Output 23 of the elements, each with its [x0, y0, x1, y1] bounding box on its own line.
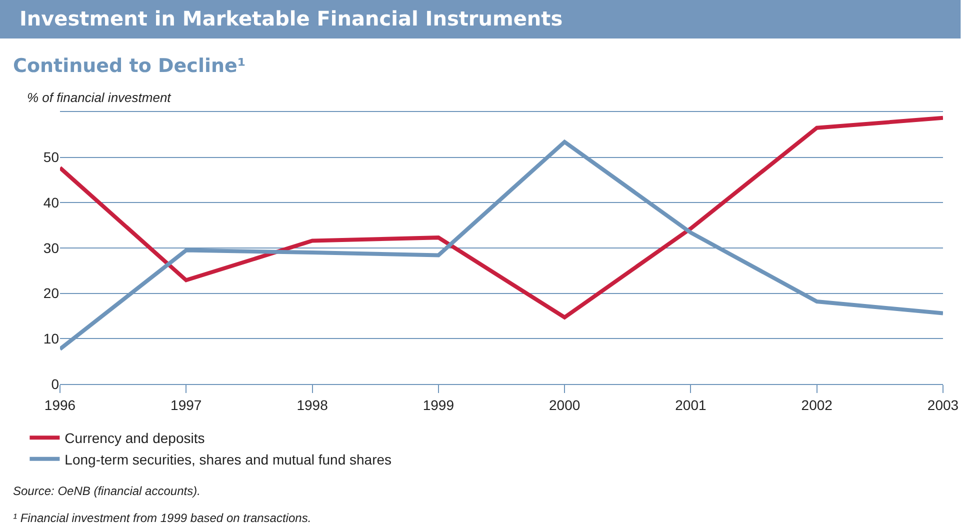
chart-title: Investment in Marketable Financial Instruments — [19, 6, 563, 31]
y-tick-label: 10 — [43, 330, 60, 347]
y-tick-label: 30 — [43, 240, 60, 256]
x-tick-label: 2003 — [927, 396, 959, 413]
y-tick-label: 40 — [43, 194, 60, 211]
legend-label: Currency and deposits — [64, 430, 205, 446]
x-tick-label: 1998 — [296, 396, 328, 413]
y-tick-label: 0 — [51, 376, 60, 392]
y-axis-title: % of financial investment — [27, 90, 172, 105]
source-note: Source: OeNB (financial accounts). — [13, 484, 200, 498]
x-tick-label: 2002 — [801, 396, 833, 413]
line-series — [60, 116, 943, 320]
x-tick-label: 1997 — [170, 396, 202, 413]
y-tick-label: 50 — [43, 149, 60, 166]
x-tick-label: 2001 — [675, 396, 706, 413]
legend-label: Long-term securities, shares and mutual fund shares — [64, 451, 392, 468]
text: ¹ Financial investment from 1999 based on transactions. — [13, 511, 312, 525]
x-tick-label: 2000 — [548, 396, 580, 413]
x-tick-label: 1999 — [422, 396, 454, 413]
chart-subtitle: Continued to Decline¹ — [13, 55, 246, 77]
line-series — [60, 140, 943, 352]
y-tick-label: 20 — [43, 285, 60, 302]
x-tick-label: 1996 — [44, 396, 76, 413]
